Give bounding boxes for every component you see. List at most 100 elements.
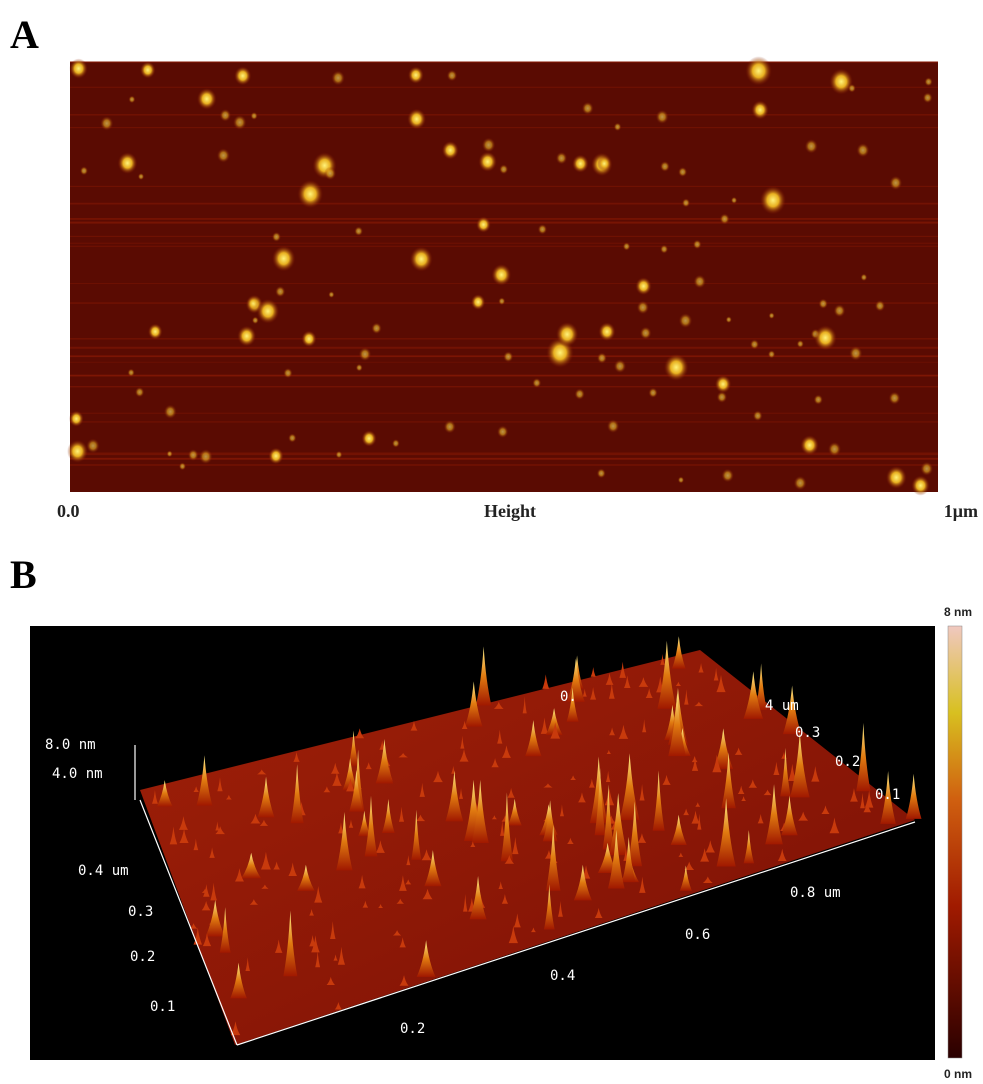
peak — [507, 788, 515, 798]
peak — [530, 927, 536, 933]
peak — [215, 821, 220, 831]
particle — [596, 352, 607, 364]
peak — [226, 794, 232, 800]
peak — [798, 811, 809, 821]
particle — [574, 388, 585, 400]
particle — [256, 298, 280, 324]
peak — [700, 848, 710, 862]
particle — [751, 100, 769, 120]
peak — [712, 754, 722, 773]
peak — [362, 900, 369, 908]
peak — [274, 939, 283, 953]
particle — [79, 166, 89, 176]
peak — [209, 847, 215, 858]
peak — [283, 910, 298, 977]
z-tick-label: 8.0 nm — [45, 737, 96, 753]
peak — [782, 685, 802, 735]
peak — [290, 764, 304, 824]
peak — [338, 822, 344, 834]
peak — [638, 677, 649, 687]
peak — [348, 819, 354, 828]
peak — [660, 653, 665, 665]
particle — [639, 326, 652, 340]
peak — [525, 720, 542, 757]
y-tick-label: 0.4 um — [78, 863, 129, 879]
peak — [349, 770, 364, 812]
particle — [885, 466, 907, 489]
peak — [421, 849, 432, 861]
particle — [767, 350, 776, 359]
peak — [684, 861, 695, 871]
peak — [378, 903, 383, 908]
particle — [800, 435, 819, 456]
particle — [297, 179, 324, 209]
colorbar-min: 0 nm — [944, 1067, 972, 1081]
particle — [361, 430, 377, 447]
peak — [590, 667, 596, 677]
peak — [424, 850, 442, 887]
peak — [398, 753, 408, 758]
peak — [777, 848, 787, 861]
particle — [234, 66, 252, 86]
peak — [342, 758, 358, 791]
peak — [734, 747, 743, 755]
particle — [69, 410, 84, 427]
particle — [847, 83, 856, 93]
peak — [219, 907, 231, 953]
peak — [203, 884, 210, 897]
peak — [755, 663, 767, 711]
x-axis-label: Height — [484, 501, 536, 521]
y-axis — [139, 799, 238, 1046]
peak — [257, 776, 275, 818]
particle — [198, 448, 213, 465]
peak — [410, 720, 418, 731]
peak — [309, 908, 314, 916]
peak — [605, 672, 614, 685]
peak — [311, 935, 320, 953]
particle — [597, 155, 612, 172]
peak — [542, 674, 550, 689]
particle — [134, 386, 145, 398]
peak — [657, 640, 677, 709]
peak — [464, 681, 483, 727]
x-tick-label: 0.2 — [400, 1021, 425, 1037]
peak — [330, 762, 340, 774]
particle — [251, 316, 259, 325]
peak — [691, 757, 699, 771]
particle — [911, 475, 930, 496]
peak — [375, 840, 385, 853]
particle — [596, 468, 606, 479]
particle — [681, 198, 691, 208]
particle — [613, 359, 627, 374]
particle — [246, 296, 260, 311]
particle — [355, 363, 363, 372]
particle — [250, 111, 258, 120]
peak — [498, 881, 503, 889]
particle — [163, 404, 177, 419]
particle — [478, 151, 497, 172]
y-tick-label: 0.2 — [130, 949, 155, 965]
peak — [392, 930, 402, 936]
peak — [545, 824, 561, 891]
peak — [542, 800, 558, 842]
peak — [697, 813, 702, 830]
peak — [905, 773, 922, 819]
particle — [678, 313, 693, 329]
peak — [249, 899, 259, 905]
peak — [399, 875, 407, 891]
peak — [259, 819, 269, 826]
peak — [781, 795, 798, 836]
peak — [411, 809, 422, 860]
particle — [271, 231, 282, 242]
peak — [811, 766, 820, 782]
peak — [470, 841, 476, 847]
peak — [461, 720, 468, 730]
particle — [636, 300, 650, 315]
peak — [559, 804, 564, 817]
particle — [499, 164, 509, 175]
peak — [679, 865, 692, 891]
particle — [606, 419, 620, 434]
peak — [605, 770, 611, 782]
peak — [501, 745, 511, 758]
peak — [743, 671, 764, 719]
